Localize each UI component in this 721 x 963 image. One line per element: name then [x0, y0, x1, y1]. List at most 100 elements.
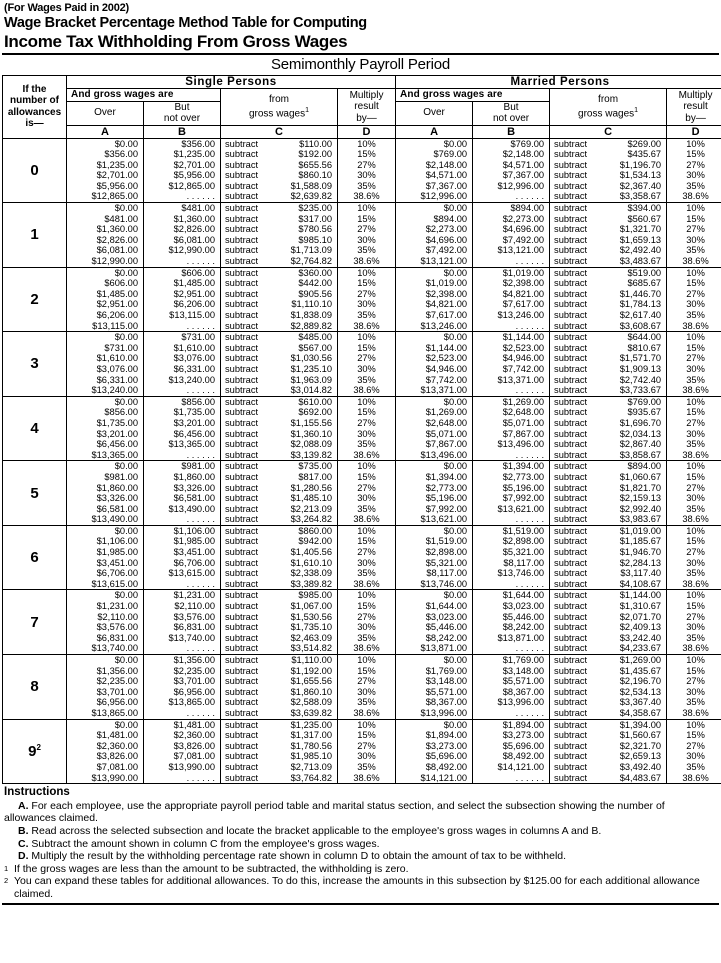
cell-line: $3,023.00 [425, 611, 468, 622]
subtract-amount: $1,196.70 [619, 159, 662, 170]
cell-line: subtract $3,764.82 [221, 773, 337, 784]
single-subtract-header: from gross wages1 [220, 88, 338, 126]
married-over-header: Over [395, 100, 474, 126]
title-divider [2, 53, 719, 55]
cell-line: 27% [686, 288, 705, 299]
subtract-word: subtract [554, 525, 588, 536]
subtract-amount: $610.00 [298, 396, 332, 407]
cell-line: $1,485.00 [96, 288, 138, 299]
cell-line: $481.00 [181, 203, 215, 214]
subtract-word: subtract [554, 385, 588, 396]
cell-line: 10% [357, 396, 376, 407]
subtract-amount: $2,992.40 [619, 503, 662, 514]
cell-line: $4,821.00 [425, 299, 468, 310]
cell-line: $2,523.00 [425, 353, 468, 364]
single-multiply-line-3: by— [356, 112, 377, 124]
cell-line: $1,144.00 [425, 342, 468, 353]
subtract-word: subtract [225, 686, 259, 697]
cell-line: $1,735.00 [173, 407, 215, 418]
cell-line: subtract $1,735.10 [221, 622, 337, 633]
cell-line: 38.6% [682, 707, 709, 718]
table-row: 4 $0.00 $856.00 $1,735.00 $3,201.00 $6,456.00… [2, 395, 721, 462]
cell-line: $981.00 [104, 471, 138, 482]
subtract-amount: $817.00 [298, 471, 332, 482]
married-col-d: 10% 15% 27% 30% 35% 38.6% [666, 654, 721, 720]
cell-line: subtract $2,284.13 [550, 558, 666, 569]
subtract-word: subtract [554, 439, 588, 450]
subtract-word: subtract [554, 590, 588, 601]
subtract-amount: $1,192.00 [290, 665, 332, 676]
cell-line: $1,769.00 [502, 655, 545, 665]
subtract-amount: $985.10 [298, 234, 332, 245]
cell-line: $7,742.00 [502, 363, 545, 374]
subtract-amount: $780.56 [298, 224, 332, 235]
allowances-line-4: is— [25, 118, 44, 130]
cell-line: . . . . . . [186, 707, 215, 718]
cell-line: $1,610.00 [96, 353, 138, 364]
cell-line: $5,956.00 [96, 180, 138, 191]
cell-line: 30% [357, 363, 376, 374]
subtract-amount: $1,780.56 [290, 740, 332, 751]
cell-line: $5,321.00 [425, 557, 468, 568]
footnote-1: 1 If the gross wages are less than the a… [4, 863, 717, 875]
cell-line: $13,496.00 [497, 439, 545, 450]
cell-line: subtract $110.00 [221, 139, 337, 150]
subtract-amount: $1,155.56 [290, 417, 332, 428]
cell-line: $2,701.00 [96, 170, 138, 181]
cell-line: subtract $269.00 [550, 139, 666, 150]
single-but-line-1: But [174, 101, 190, 113]
subtract-amount: $692.00 [298, 407, 332, 418]
cell-line: $3,326.00 [96, 493, 138, 504]
cell-line: subtract $2,159.13 [550, 493, 666, 504]
cell-line: 27% [357, 547, 376, 558]
cell-line: 35% [686, 697, 705, 708]
table-row: 92 $0.00 $1,481.00 $2,360.00 $3,826.00 $7,081… [2, 718, 721, 785]
cell-line: subtract $3,367.40 [550, 697, 666, 708]
cell-line: subtract $905.56 [221, 289, 337, 300]
subtract-word: subtract [554, 149, 588, 160]
cell-line: 30% [686, 170, 705, 181]
married-col-b-letter: B [472, 124, 551, 139]
married-col-d: 10% 15% 27% 30% 35% 38.6% [666, 202, 721, 268]
cell-line: 38.6% [682, 772, 709, 783]
single-col-d: 10% 15% 27% 30% 35% 38.6% [336, 718, 397, 785]
cell-line: subtract $894.00 [550, 461, 666, 472]
cell-line: subtract $2,764.82 [221, 256, 337, 267]
cell-line: . . . . . . [515, 578, 545, 589]
subtract-amount: $567.00 [298, 342, 332, 353]
subtract-amount: $2,196.70 [619, 676, 662, 687]
subtract-word: subtract [225, 643, 259, 654]
cell-line: 15% [357, 665, 376, 676]
single-col-d: 10% 15% 27% 30% 35% 38.6% [336, 395, 397, 462]
subtract-word: subtract [554, 611, 588, 622]
cell-line: 27% [357, 224, 376, 235]
table-row: 3 $0.00 $731.00 $1,610.00 $3,076.00 $6,331.00… [2, 331, 721, 397]
cell-line: $7,992.00 [502, 493, 545, 504]
married-col-d: 10% 15% 27% 30% 35% 38.6% [666, 589, 721, 655]
cell-line: $3,076.00 [173, 353, 215, 364]
cell-line: 10% [686, 525, 705, 536]
cell-line: $13,746.00 [420, 578, 468, 589]
cell-line: subtract $2,213.09 [221, 504, 337, 515]
married-col-c: subtract $894.00 subtract $1,060.67 subtract… [549, 460, 668, 526]
subtract-word: subtract [225, 719, 259, 730]
cell-line: 38.6% [682, 514, 709, 525]
subtract-amount: $485.00 [298, 332, 332, 343]
cell-line: 35% [357, 697, 376, 708]
single-col-a: $0.00 $981.00 $1,860.00 $3,326.00 $6,581.00 $… [66, 460, 144, 526]
cell-line: 35% [357, 568, 376, 579]
cell-line: $856.00 [181, 396, 215, 407]
subtract-word: subtract [554, 557, 588, 568]
subtract-amount: $442.00 [298, 278, 332, 289]
cell-line: subtract $567.00 [221, 343, 337, 354]
subtract-amount: $560.67 [627, 213, 662, 224]
cell-line: $2,648.00 [425, 417, 468, 428]
subtract-word: subtract [225, 278, 259, 289]
subtract-word: subtract [554, 180, 588, 191]
cell-line: 38.6% [353, 643, 380, 654]
subtract-word: subtract [554, 761, 588, 772]
subtract-amount: $810.67 [627, 342, 662, 353]
cell-line: subtract $1,192.00 [221, 666, 337, 677]
subtract-amount: $1,713.09 [290, 245, 332, 256]
subtract-word: subtract [554, 224, 588, 235]
